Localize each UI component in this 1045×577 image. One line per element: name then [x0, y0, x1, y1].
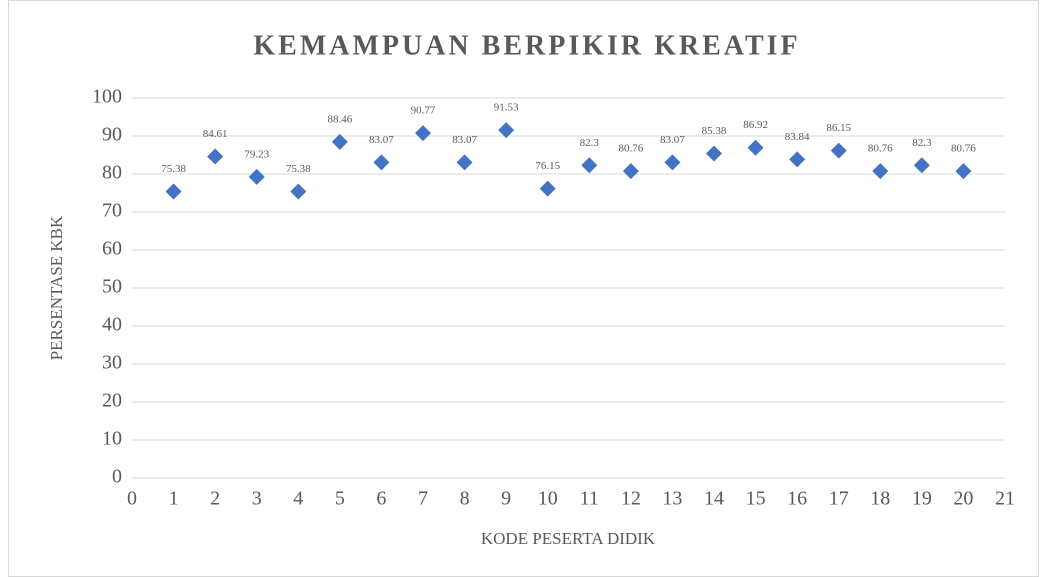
x-tick-label: 21	[995, 488, 1015, 510]
y-tick-label: 20	[102, 390, 122, 412]
data-label: 83.84	[785, 131, 810, 143]
x-tick-label: 15	[746, 488, 766, 510]
x-tick-label: 13	[662, 488, 682, 510]
marker	[872, 163, 889, 180]
y-tick-label: 60	[102, 238, 122, 260]
marker	[165, 183, 182, 200]
data-label: 75.38	[161, 163, 186, 175]
y-tick-label: 80	[102, 162, 122, 184]
data-label: 80.76	[618, 143, 643, 155]
x-tick-label: 18	[870, 488, 890, 510]
x-tick-label: 16	[787, 488, 807, 510]
x-tick-label: 19	[912, 488, 932, 510]
x-tick-label: 9	[501, 488, 511, 510]
data-label: 85.38	[702, 125, 727, 137]
data-label: 83.07	[660, 134, 685, 146]
x-tick-label: 6	[376, 488, 386, 510]
marker	[290, 183, 307, 200]
marker	[415, 125, 431, 142]
marker	[207, 148, 224, 165]
marker	[706, 145, 722, 162]
x-tick-label: 3	[252, 488, 262, 510]
data-label: 88.46	[327, 113, 352, 125]
marker	[747, 139, 764, 156]
y-tick-label: 30	[102, 352, 122, 374]
data-label: 76.15	[535, 160, 560, 172]
x-tick-label: 5	[335, 488, 345, 510]
y-tick-label: 10	[102, 428, 122, 450]
marker	[830, 142, 847, 159]
marker	[581, 157, 598, 174]
x-tick-label: 20	[953, 488, 973, 510]
marker	[456, 154, 473, 171]
data-label: 80.76	[868, 143, 893, 155]
x-tick-label: 14	[704, 488, 724, 510]
marker	[913, 157, 930, 174]
x-tick-label: 4	[293, 488, 303, 510]
marker	[331, 133, 348, 150]
marker	[955, 163, 972, 180]
data-label: 79.23	[244, 148, 269, 160]
data-label: 86.15	[826, 122, 851, 134]
marker	[789, 151, 806, 168]
data-label: 82.3	[912, 137, 932, 149]
data-label: 91.53	[494, 102, 519, 114]
data-label: 75.38	[286, 163, 311, 175]
marker	[498, 122, 515, 139]
marker	[373, 154, 390, 171]
marker	[539, 180, 556, 197]
marker	[622, 163, 639, 180]
y-tick-label: 40	[102, 314, 122, 336]
data-label: 83.07	[452, 134, 477, 146]
y-tick-label: 70	[102, 200, 122, 222]
x-tick-label: 7	[418, 488, 428, 510]
y-tick-label: 90	[102, 124, 122, 146]
data-label: 90.77	[411, 105, 436, 117]
x-tick-label: 2	[210, 488, 220, 510]
x-axis-label: KODE PESERTA DIDIK	[481, 529, 656, 548]
y-tick-label: 100	[92, 86, 122, 108]
y-tick-label: 50	[102, 276, 122, 298]
y-tick-label: 0	[112, 466, 122, 488]
data-label: 83.07	[369, 134, 394, 146]
data-label: 84.61	[203, 128, 228, 140]
x-tick-label: 1	[169, 488, 179, 510]
x-tick-label: 8	[460, 488, 470, 510]
x-tick-label: 12	[621, 488, 641, 510]
y-axis-label: PERSENTASE KBK	[47, 215, 66, 360]
x-tick-label: 17	[829, 488, 849, 510]
marker	[664, 154, 681, 171]
data-label: 82.3	[580, 137, 600, 149]
chart-title: KEMAMPUAN BERPIKIR KREATIF	[253, 30, 800, 61]
x-tick-label: 11	[580, 488, 599, 510]
data-label: 86.92	[743, 119, 768, 131]
marker	[248, 168, 265, 185]
data-label: 80.76	[951, 143, 976, 155]
x-tick-label: 0	[127, 488, 137, 510]
x-tick-label: 10	[538, 488, 558, 510]
